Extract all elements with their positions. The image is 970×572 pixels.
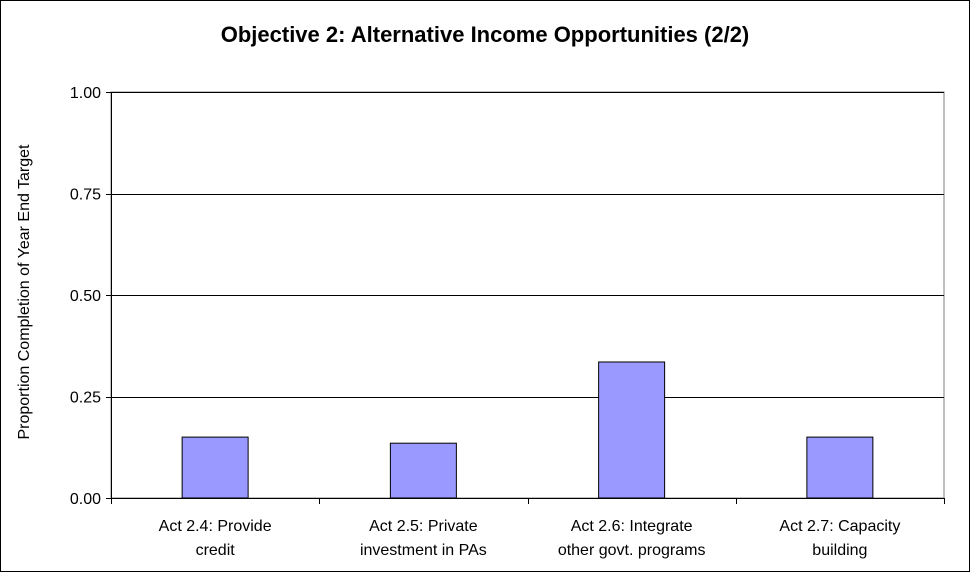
y-tick-labels: 0.00 0.25 0.50 0.75 1.00 (70, 85, 101, 508)
axes (106, 92, 945, 504)
x-category-label: Act 2.6: Integrate (571, 518, 693, 535)
y-tick-label: 0.25 (70, 390, 101, 407)
x-category-labels: Act 2.4: Provide credit Act 2.5: Private in… (159, 518, 901, 559)
x-category-label: Act 2.5: Private (369, 518, 478, 535)
x-category-label: investment in PAs (360, 542, 487, 559)
chart-title: Objective 2: Alternative Income Opportun… (220, 22, 750, 47)
y-tick-label: 0.00 (70, 491, 101, 508)
y-tick-label: 1.00 (70, 85, 101, 102)
x-category-label: Act 2.4: Provide (159, 518, 272, 535)
x-category-label: building (812, 542, 867, 559)
bars (181, 361, 874, 499)
x-category-label: other govt. programs (558, 542, 706, 559)
y-tick-label: 0.50 (70, 288, 101, 305)
gridlines (110, 91, 945, 499)
bar (598, 361, 666, 499)
x-category-label: credit (196, 542, 236, 559)
y-tick-label: 0.75 (70, 187, 101, 204)
bar (806, 436, 874, 499)
bar (181, 436, 249, 499)
bar (389, 442, 457, 499)
x-category-label: Act 2.7: Capacity (779, 518, 900, 535)
